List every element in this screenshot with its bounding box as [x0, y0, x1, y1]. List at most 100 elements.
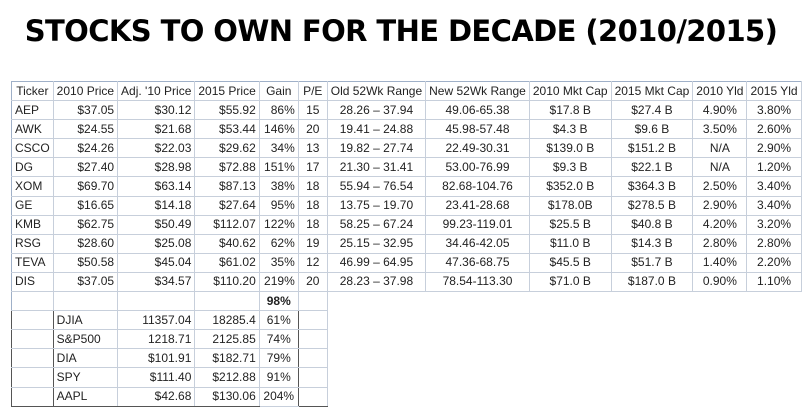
table-cell: 28.23 – 37.98: [327, 272, 427, 293]
empty-cell: [611, 349, 693, 368]
empty-cell: [327, 330, 425, 349]
table-cell: $40.8 B: [611, 215, 694, 235]
stocks-table: Ticker 2010 Price Adj. '10 Price 2015 Price…: [11, 80, 802, 407]
table-cell: $45.5 B: [529, 253, 612, 273]
column-header: 2015 Mkt Cap: [611, 80, 694, 102]
empty-cell: [194, 291, 260, 312]
column-header: 2010 Yld: [692, 80, 748, 102]
table-cell: $30.12: [117, 100, 196, 121]
table-cell: 3.80%: [746, 100, 802, 121]
table-cell: $87.13: [194, 176, 260, 197]
table-cell: $29.62: [194, 138, 260, 159]
empty-cell: [327, 368, 425, 387]
table-cell: 219%: [259, 272, 299, 293]
table-cell: 146%: [259, 119, 299, 140]
table-cell: $50.49: [117, 215, 196, 235]
empty-cell: [529, 368, 611, 387]
table-cell: $62.75: [53, 215, 119, 235]
table-cell: 15: [298, 100, 328, 121]
header-row: Ticker 2010 Price Adj. '10 Price 2015 Price…: [11, 80, 802, 102]
table-cell: 23.41-28.68: [425, 196, 530, 216]
table-cell: 22.49-30.31: [425, 138, 530, 159]
table-cell: XOM: [11, 176, 54, 197]
empty-cell: [426, 368, 530, 387]
column-header: New 52Wk Range: [425, 80, 530, 102]
table-cell: 20: [298, 119, 328, 140]
table-cell: 151%: [259, 157, 299, 178]
table-row: DIS $37.05 $34.57 $110.20 219% 20 28.23 – 37.9…: [11, 272, 802, 293]
benchmark-2010: 11357.04: [117, 310, 196, 331]
table-cell: $71.0 B: [529, 272, 612, 293]
table-cell: $110.20: [194, 272, 260, 293]
empty-cell: [426, 349, 530, 368]
table-row: DG $27.40 $28.98 $72.88 151% 17 21.30 – 31.41 5…: [11, 157, 802, 178]
table-cell: $45.04: [117, 253, 196, 273]
benchmark-name: SPY: [53, 367, 119, 388]
benchmark-name: S&P500: [53, 329, 119, 350]
table-cell: 12: [298, 253, 328, 273]
table-cell: $14.3 B: [611, 234, 694, 254]
table-cell: 58.25 – 67.24: [327, 215, 427, 235]
table-cell: 18: [298, 196, 328, 216]
table-cell: 18: [298, 176, 328, 197]
table-row: RSG $28.60 $25.08 $40.62 62% 19 25.15 – 32.95 3…: [11, 234, 802, 254]
table-cell: 46.99 – 64.95: [327, 253, 427, 273]
table-cell: 2.20%: [746, 253, 802, 273]
benchmark-name: DJIA: [53, 310, 119, 331]
table-cell: 53.00-76.99: [425, 157, 530, 178]
empty-cell: [611, 330, 693, 349]
empty-cell: [693, 387, 747, 406]
empty-cell: [747, 311, 801, 330]
empty-cell: [327, 311, 425, 330]
table-cell: 2.80%: [746, 234, 802, 254]
benchmark-2015: $182.71: [194, 348, 260, 369]
table-cell: N/A: [692, 138, 748, 159]
table-cell: 4.90%: [692, 100, 748, 121]
table-cell: $37.05: [53, 100, 119, 121]
empty-cell: [529, 330, 611, 349]
table-cell: $28.60: [53, 234, 119, 254]
table-cell: 19: [298, 234, 328, 254]
empty-cell: [747, 349, 801, 368]
page-title: STOCKS TO OWN FOR THE DECADE (2010/2015): [24, 14, 778, 48]
table-cell: $22.03: [117, 138, 196, 159]
table-cell: 2.90%: [692, 196, 748, 216]
table-cell: $25.5 B: [529, 215, 612, 235]
table-cell: $27.4 B: [611, 100, 694, 121]
table-cell: $61.02: [194, 253, 260, 273]
table-row: AWK $24.55 $21.68 $53.44 146% 20 19.41 – 24.88…: [11, 119, 802, 140]
empty-cell: [298, 291, 328, 312]
empty-cell: [611, 311, 693, 330]
table-cell: 2.80%: [692, 234, 748, 254]
empty-cell: [693, 368, 747, 387]
table-cell: 82.68-104.76: [425, 176, 530, 197]
column-header: 2010 Mkt Cap: [529, 80, 612, 102]
empty-cell: [298, 329, 328, 350]
table-cell: $50.58: [53, 253, 119, 273]
table-cell: 47.36-68.75: [425, 253, 530, 273]
benchmark-gain: 61%: [259, 310, 299, 331]
total-gain: 98%: [259, 291, 299, 312]
table-cell: 3.50%: [692, 119, 748, 140]
table-cell: $17.8 B: [529, 100, 612, 121]
empty-cell: [298, 348, 328, 369]
benchmark-row: AAPL $42.68 $130.06 204%: [11, 387, 802, 407]
benchmark-2010: $42.68: [117, 387, 196, 407]
empty-cell: [611, 387, 693, 406]
empty-cell: [693, 349, 747, 368]
table-cell: DIS: [11, 272, 54, 293]
benchmark-name: DIA: [53, 348, 119, 369]
column-header: Old 52Wk Range: [327, 80, 427, 102]
benchmark-row: SPY $111.40 $212.88 91%: [11, 367, 802, 388]
table-cell: $11.0 B: [529, 234, 612, 254]
benchmark-2010: $101.91: [117, 348, 196, 369]
table-cell: 2.60%: [746, 119, 802, 140]
table-cell: $16.65: [53, 196, 119, 216]
table-cell: $352.0 B: [529, 176, 612, 197]
empty-cell: [426, 311, 530, 330]
column-header: 2015 Yld: [746, 80, 802, 102]
table-cell: $27.64: [194, 196, 260, 216]
table-cell: 3.40%: [746, 196, 802, 216]
benchmark-2015: 2125.85: [194, 329, 260, 350]
table-cell: 99.23-119.01: [425, 215, 530, 235]
